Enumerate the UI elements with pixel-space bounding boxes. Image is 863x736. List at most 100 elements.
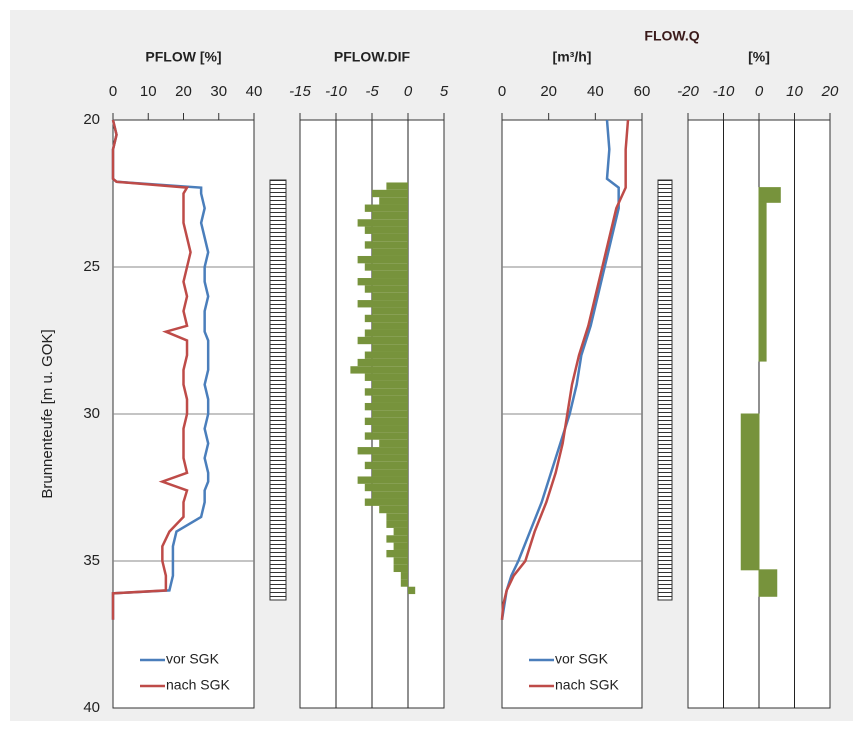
bar: [364, 388, 408, 396]
bar: [372, 189, 408, 198]
chart-title: PFLOW.DIF: [334, 49, 411, 65]
bar: [357, 358, 408, 367]
bar: [364, 498, 408, 506]
y-axis-label: Brunnenteufe [m u. GOK]: [39, 329, 56, 498]
bar: [379, 505, 408, 514]
bar: [372, 270, 408, 279]
bar: [400, 579, 408, 587]
x-tick-label: 0: [404, 83, 413, 100]
x-tick-label: 10: [786, 83, 803, 100]
bar: [372, 344, 408, 352]
axis-label: [m³/h]: [553, 49, 592, 65]
bar: [372, 233, 408, 242]
line: [111, 119, 210, 620]
x-tick-label: -10: [713, 83, 735, 100]
bar: [386, 535, 408, 543]
bar: [364, 241, 408, 249]
bar: [350, 366, 408, 374]
bar: [393, 542, 408, 550]
x-tick-label: 10: [140, 83, 157, 100]
x-tick-label: 0: [498, 83, 506, 100]
bar: [357, 336, 408, 345]
bar: [372, 322, 408, 330]
bar: [364, 329, 408, 337]
y-tick-label: 40: [83, 699, 100, 716]
bar: [372, 491, 408, 499]
bar: [372, 469, 408, 477]
y-tick-label: 25: [83, 258, 100, 275]
legend-label: nach SGK: [166, 677, 230, 693]
bar: [386, 182, 408, 190]
screen-symbol: [269, 179, 287, 601]
bar: [364, 204, 408, 212]
legend-label: vor SGK: [166, 651, 220, 667]
x-tick-label: 40: [246, 83, 263, 100]
bar: [364, 402, 408, 411]
bar: [357, 476, 408, 484]
bar: [393, 527, 408, 536]
bar: [357, 447, 408, 455]
bar: [372, 410, 408, 418]
bar: [372, 248, 408, 256]
axis-label: [%]: [748, 49, 770, 65]
line: [500, 119, 620, 620]
bar: [372, 292, 408, 301]
screen-symbol: [657, 179, 673, 601]
bar: [364, 483, 408, 492]
bar: [758, 201, 767, 362]
y-tick-label: 35: [83, 552, 100, 569]
bar: [364, 263, 408, 271]
bar: [393, 557, 408, 565]
x-tick-label: 0: [755, 83, 764, 100]
x-tick-label: -10: [325, 83, 347, 100]
bar: [357, 255, 408, 264]
bar: [386, 520, 408, 528]
chart-title: PFLOW [%]: [145, 49, 221, 65]
bar: [364, 226, 408, 234]
chart-title: FLOW.Q: [644, 28, 699, 44]
bar: [372, 211, 408, 220]
x-tick-label: 5: [440, 83, 449, 100]
x-tick-label: 20: [540, 83, 557, 100]
bar: [364, 461, 408, 470]
bar: [364, 314, 408, 323]
bar: [400, 572, 408, 580]
line: [500, 119, 630, 620]
legend-label: nach SGK: [555, 677, 619, 693]
x-tick-label: 30: [210, 83, 227, 100]
y-tick-label: 30: [83, 405, 100, 422]
bar: [408, 586, 416, 595]
x-tick-label: 20: [821, 83, 839, 100]
y-tick-label: 20: [83, 111, 100, 128]
x-tick-label: 40: [587, 83, 604, 100]
x-tick-label: -20: [677, 83, 699, 100]
bar: [364, 285, 408, 293]
x-tick-label: 60: [634, 83, 651, 100]
x-tick-label: 20: [175, 83, 192, 100]
bar: [372, 425, 408, 433]
bar: [386, 513, 408, 521]
bar: [372, 454, 408, 462]
bar: [740, 413, 760, 571]
bar: [372, 380, 408, 389]
bar: [364, 351, 408, 359]
bar: [379, 197, 408, 205]
x-tick-label: 0: [109, 83, 117, 100]
bar: [379, 439, 408, 448]
bar: [386, 549, 408, 558]
bar: [393, 564, 408, 573]
bar: [364, 417, 408, 426]
line: [111, 119, 192, 620]
legend-label: vor SGK: [555, 651, 609, 667]
bar: [372, 395, 408, 403]
bar: [372, 307, 408, 315]
bar: [357, 300, 408, 308]
bar: [364, 373, 408, 381]
x-tick-label: -15: [289, 83, 311, 100]
bar: [758, 569, 778, 597]
x-tick-label: -5: [365, 83, 379, 100]
bar: [357, 278, 408, 286]
bar: [758, 187, 781, 203]
bar: [357, 219, 408, 227]
